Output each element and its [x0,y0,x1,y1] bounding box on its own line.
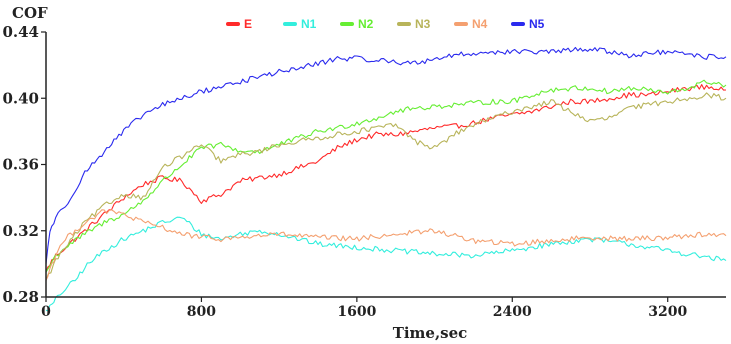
legend-label: N4 [472,17,488,31]
x-tick-label: 800 [187,304,216,320]
y-tick-label: 0.36 [2,156,39,174]
y-tick-label: 0.40 [2,89,39,107]
axes [45,32,726,298]
y-tick-label: 0.32 [2,222,39,240]
x-tick-label: 0 [41,304,51,320]
x-tick-label: 1600 [337,304,376,320]
x-tick-label: 3200 [648,304,687,320]
series-line-n1 [45,216,727,312]
legend-label: N1 [301,17,317,31]
legend-label: N3 [415,17,431,31]
y-axis-title: COF [12,4,48,22]
series-line-n5 [45,46,727,264]
y-tick-label: 0.28 [2,288,39,306]
legend-label: N5 [529,17,545,31]
series-line-e [45,84,727,273]
ticks: 0.28 0.32 0.36 0.40 0.44 0 800 1600 2400 3200 [2,23,687,320]
y-tick-label: 0.44 [2,23,39,41]
x-axis-title: Time,sec [393,324,468,342]
legend: E N1 N2 N3 N4 N5 [226,17,545,31]
legend-label: N2 [358,17,374,31]
series-line-n2 [45,79,727,273]
legend-label: E [244,17,252,31]
x-tick-label: 2400 [493,304,532,320]
series-line-n4 [45,209,727,281]
series-line-n3 [45,92,727,281]
series-layer [45,46,727,312]
